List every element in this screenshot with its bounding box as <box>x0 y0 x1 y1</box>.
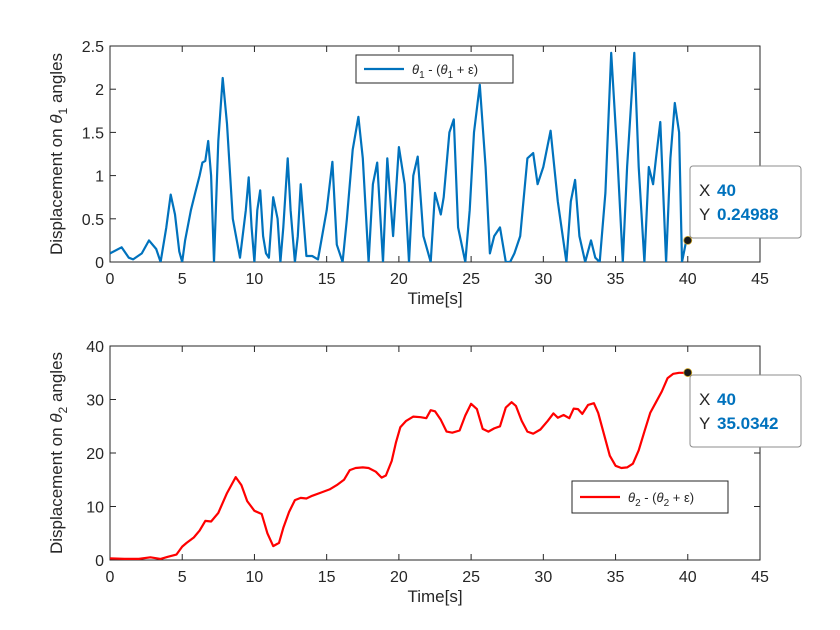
x-tick-label: 15 <box>318 569 336 586</box>
top-axes[interactable]: 0 5 10 15 20 25 30 35 40 45 0 0.5 1 1.5 2 2.5 Time[s] Dis… <box>47 39 802 308</box>
x-tick-label: 25 <box>462 569 480 586</box>
x-tick-label: 20 <box>390 271 408 288</box>
datatip-x-value: 40 <box>717 390 736 409</box>
datatip-y-value: 0.24988 <box>717 205 778 224</box>
y-axis-label-prefix: Displacement on <box>47 124 66 255</box>
plot-area <box>109 345 761 561</box>
x-tick-label: 30 <box>534 569 552 586</box>
x-tick-label: 5 <box>178 569 187 586</box>
legend-label-part: + ε) <box>669 490 694 505</box>
y-axis-label: Displacement on θ1 angles <box>47 53 70 255</box>
y-tick-label: 0 <box>95 255 104 272</box>
x-tick-label: 25 <box>462 271 480 288</box>
y-tick-label: 0.5 <box>82 212 104 229</box>
bottom-axes[interactable]: 0 5 10 15 20 25 30 35 40 45 0 10 20 30 40 Time[s] Displa… <box>47 339 802 606</box>
y-tick-label: 2.5 <box>82 39 104 56</box>
datatip-box <box>689 374 802 448</box>
datatip[interactable]: X 40 Y 35.0342 <box>683 368 802 448</box>
x-tick-label: 10 <box>246 271 264 288</box>
legend[interactable]: θ2 - (θ2 + ε) <box>571 480 729 514</box>
datatip-x-label: X <box>699 181 710 200</box>
legend-label: θ2 - (θ2 + ε) <box>628 490 694 509</box>
x-tick-label: 40 <box>679 569 697 586</box>
datatip-y-label: Y <box>699 414 710 433</box>
x-tick-label: 5 <box>178 271 187 288</box>
x-tick-label: 45 <box>751 271 769 288</box>
y-tick-label: 10 <box>86 500 104 517</box>
legend-label-part: + ε) <box>453 62 478 77</box>
x-tick-label: 0 <box>106 569 115 586</box>
x-tick-label: 10 <box>246 569 264 586</box>
legend[interactable]: θ1 - (θ1 + ε) <box>355 54 514 84</box>
datatip-marker[interactable] <box>683 368 693 377</box>
series-line[interactable] <box>110 371 688 560</box>
y-axis-label: Displacement on θ2 angles <box>47 352 70 554</box>
legend-label-part: 1 <box>419 70 425 81</box>
y-axis-label-symbol: θ <box>47 413 66 423</box>
x-tick-label: 30 <box>534 271 552 288</box>
legend-label-part: 1 <box>448 70 454 81</box>
x-axis-label: Time[s] <box>407 289 462 308</box>
datatip-x-label: X <box>699 390 710 409</box>
y-tick-label: 1 <box>95 169 104 186</box>
x-tick-label: 45 <box>751 569 769 586</box>
y-tick-label: 40 <box>86 339 104 356</box>
x-tick-label: 0 <box>106 271 115 288</box>
y-axis-label-suffix: angles <box>47 352 66 407</box>
datatip-marker[interactable] <box>683 236 693 245</box>
legend-label-part: θ <box>628 490 635 505</box>
x-tick-label: 15 <box>318 271 336 288</box>
legend-label-part: 2 <box>664 498 670 509</box>
y-axis-label-subscript: 2 <box>56 406 70 413</box>
datatip-x-value: 40 <box>717 181 736 200</box>
x-axis-label: Time[s] <box>407 587 462 606</box>
datatip-y-label: Y <box>699 205 710 224</box>
datatip[interactable]: X 40 Y 0.24988 <box>683 165 802 245</box>
legend-label-part: θ <box>657 490 664 505</box>
series-line[interactable] <box>110 51 688 262</box>
x-tick-label: 35 <box>607 271 625 288</box>
legend-label-part: θ <box>412 62 419 77</box>
x-tick-label: 35 <box>607 569 625 586</box>
legend-label-part: θ <box>441 62 448 77</box>
y-tick-label: 1.5 <box>82 125 104 142</box>
legend-label-part: 2 <box>635 498 641 509</box>
y-tick-label: 2 <box>95 82 104 99</box>
x-tick-label: 20 <box>390 569 408 586</box>
y-tick-label: 0 <box>95 553 104 570</box>
y-tick-label: 30 <box>86 393 104 410</box>
y-axis-label-subscript: 1 <box>56 107 70 114</box>
y-axis-label-symbol: θ <box>47 114 66 124</box>
legend-label: θ1 - (θ1 + ε) <box>412 62 478 81</box>
y-axis-label-suffix: angles <box>47 53 66 108</box>
datatip-y-value: 35.0342 <box>717 414 778 433</box>
y-axis-label-prefix: Displacement on <box>47 423 66 554</box>
legend-label-part: - ( <box>641 490 658 505</box>
legend-box <box>571 480 729 514</box>
y-tick-label: 20 <box>86 446 104 463</box>
legend-label-part: - ( <box>425 62 442 77</box>
datatip-box <box>689 165 802 239</box>
x-tick-label: 40 <box>679 271 697 288</box>
